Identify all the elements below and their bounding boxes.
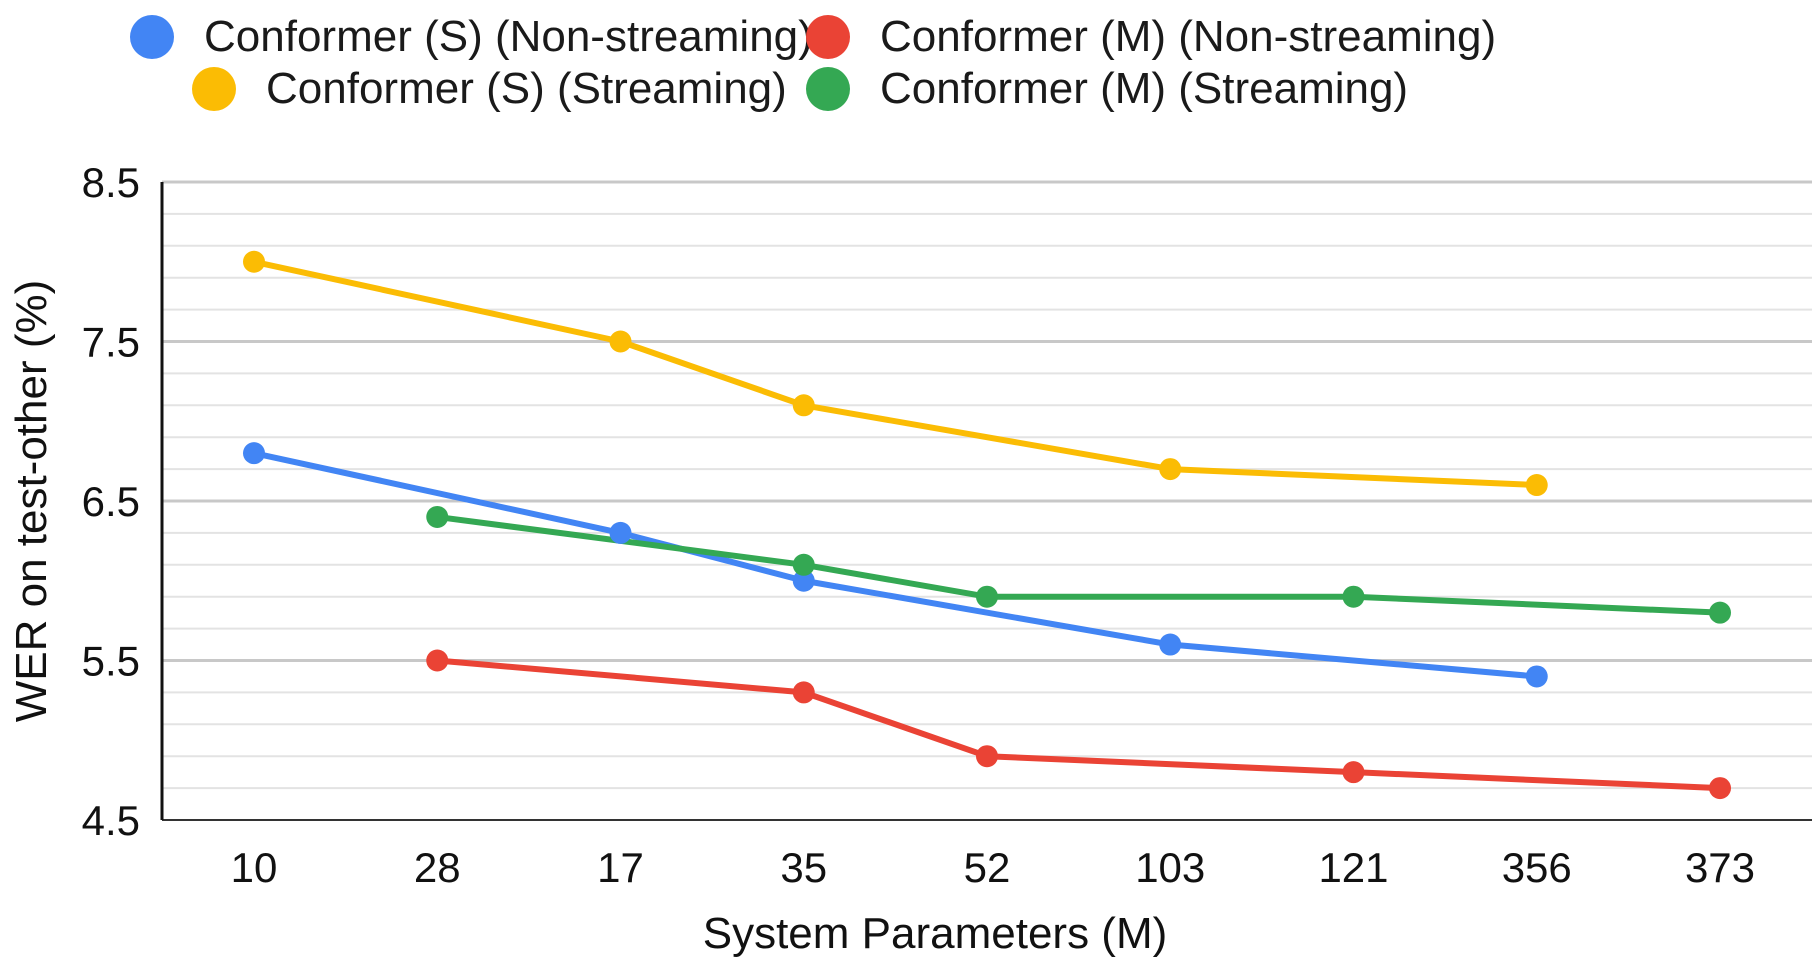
- x-tick-label: 10: [231, 844, 278, 891]
- data-point[interactable]: [609, 521, 632, 544]
- data-point[interactable]: [1525, 665, 1548, 688]
- data-point[interactable]: [792, 553, 815, 576]
- x-tick-label: 356: [1502, 844, 1572, 891]
- data-point[interactable]: [243, 442, 265, 465]
- y-tick-label: 4.5: [82, 797, 140, 844]
- data-point[interactable]: [976, 585, 998, 608]
- x-tick-label: 121: [1318, 844, 1388, 891]
- legend-marker-icon: [806, 67, 850, 111]
- data-point[interactable]: [243, 250, 265, 273]
- data-point[interactable]: [792, 681, 815, 704]
- data-point[interactable]: [976, 745, 998, 768]
- legend-label: Conformer (S) (Non-streaming): [204, 12, 813, 61]
- x-tick-label: 17: [597, 844, 644, 891]
- x-tick-label: 373: [1685, 844, 1755, 891]
- x-tick-labels: 10 28 17 35 52 103 121 356 373: [231, 844, 1755, 891]
- data-point[interactable]: [1159, 633, 1182, 656]
- gridlines: [162, 180, 1812, 821]
- legend-item-m-nonstreaming[interactable]: Conformer (M) (Non-streaming): [806, 12, 1496, 62]
- data-point[interactable]: [1525, 474, 1548, 497]
- y-tick-labels: 4.5 5.5 6.5 7.5 8.5: [82, 159, 140, 844]
- data-point[interactable]: [426, 505, 449, 528]
- data-point[interactable]: [1709, 777, 1731, 800]
- x-axis-label: System Parameters (M): [703, 909, 1168, 958]
- data-point[interactable]: [426, 649, 449, 672]
- legend-label: Conformer (M) (Streaming): [880, 64, 1409, 113]
- data-point[interactable]: [1159, 458, 1182, 481]
- legend-item-s-streaming[interactable]: Conformer (S) (Streaming): [192, 64, 787, 114]
- legend-label: Conformer (M) (Non-streaming): [880, 12, 1497, 61]
- y-tick-label: 7.5: [82, 319, 140, 366]
- data-point[interactable]: [1709, 601, 1731, 624]
- y-tick-label: 6.5: [82, 478, 140, 525]
- legend-item-m-streaming[interactable]: Conformer (M) (Streaming): [806, 64, 1408, 114]
- y-tick-label: 5.5: [82, 638, 140, 685]
- x-tick-label: 35: [780, 844, 827, 891]
- data-point[interactable]: [792, 569, 815, 592]
- data-point[interactable]: [609, 330, 632, 353]
- legend-marker-icon: [806, 15, 850, 59]
- legend-label: Conformer (S) (Streaming): [266, 64, 787, 113]
- legend-item-s-nonstreaming[interactable]: Conformer (S) (Non-streaming): [130, 12, 813, 62]
- data-point[interactable]: [1342, 585, 1365, 608]
- legend-marker-icon: [130, 15, 174, 59]
- series-points: [243, 250, 1731, 800]
- x-tick-label: 52: [964, 844, 1011, 891]
- x-tick-label: 28: [414, 844, 461, 891]
- y-axis-label: WER on test-other (%): [7, 280, 56, 723]
- legend-marker-icon: [192, 67, 236, 111]
- data-point[interactable]: [792, 394, 815, 417]
- y-tick-label: 8.5: [82, 159, 140, 206]
- data-point[interactable]: [1342, 761, 1365, 784]
- x-tick-label: 103: [1135, 844, 1205, 891]
